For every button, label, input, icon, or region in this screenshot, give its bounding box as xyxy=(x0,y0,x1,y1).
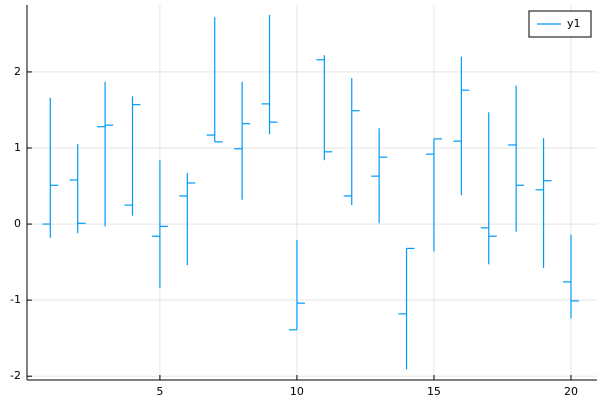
x-tick-label: 20 xyxy=(564,385,578,398)
y-tick-label: -1 xyxy=(10,293,21,306)
x-tick-label: 15 xyxy=(427,385,441,398)
y-tick-label: 2 xyxy=(14,65,21,78)
y-tick-label: 1 xyxy=(14,141,21,154)
x-tick-label: 5 xyxy=(156,385,163,398)
y-tick-label: -2 xyxy=(10,369,21,382)
y-tick-label: 0 xyxy=(14,217,21,230)
x-tick-label: 10 xyxy=(290,385,304,398)
legend-label: y1 xyxy=(567,17,581,30)
